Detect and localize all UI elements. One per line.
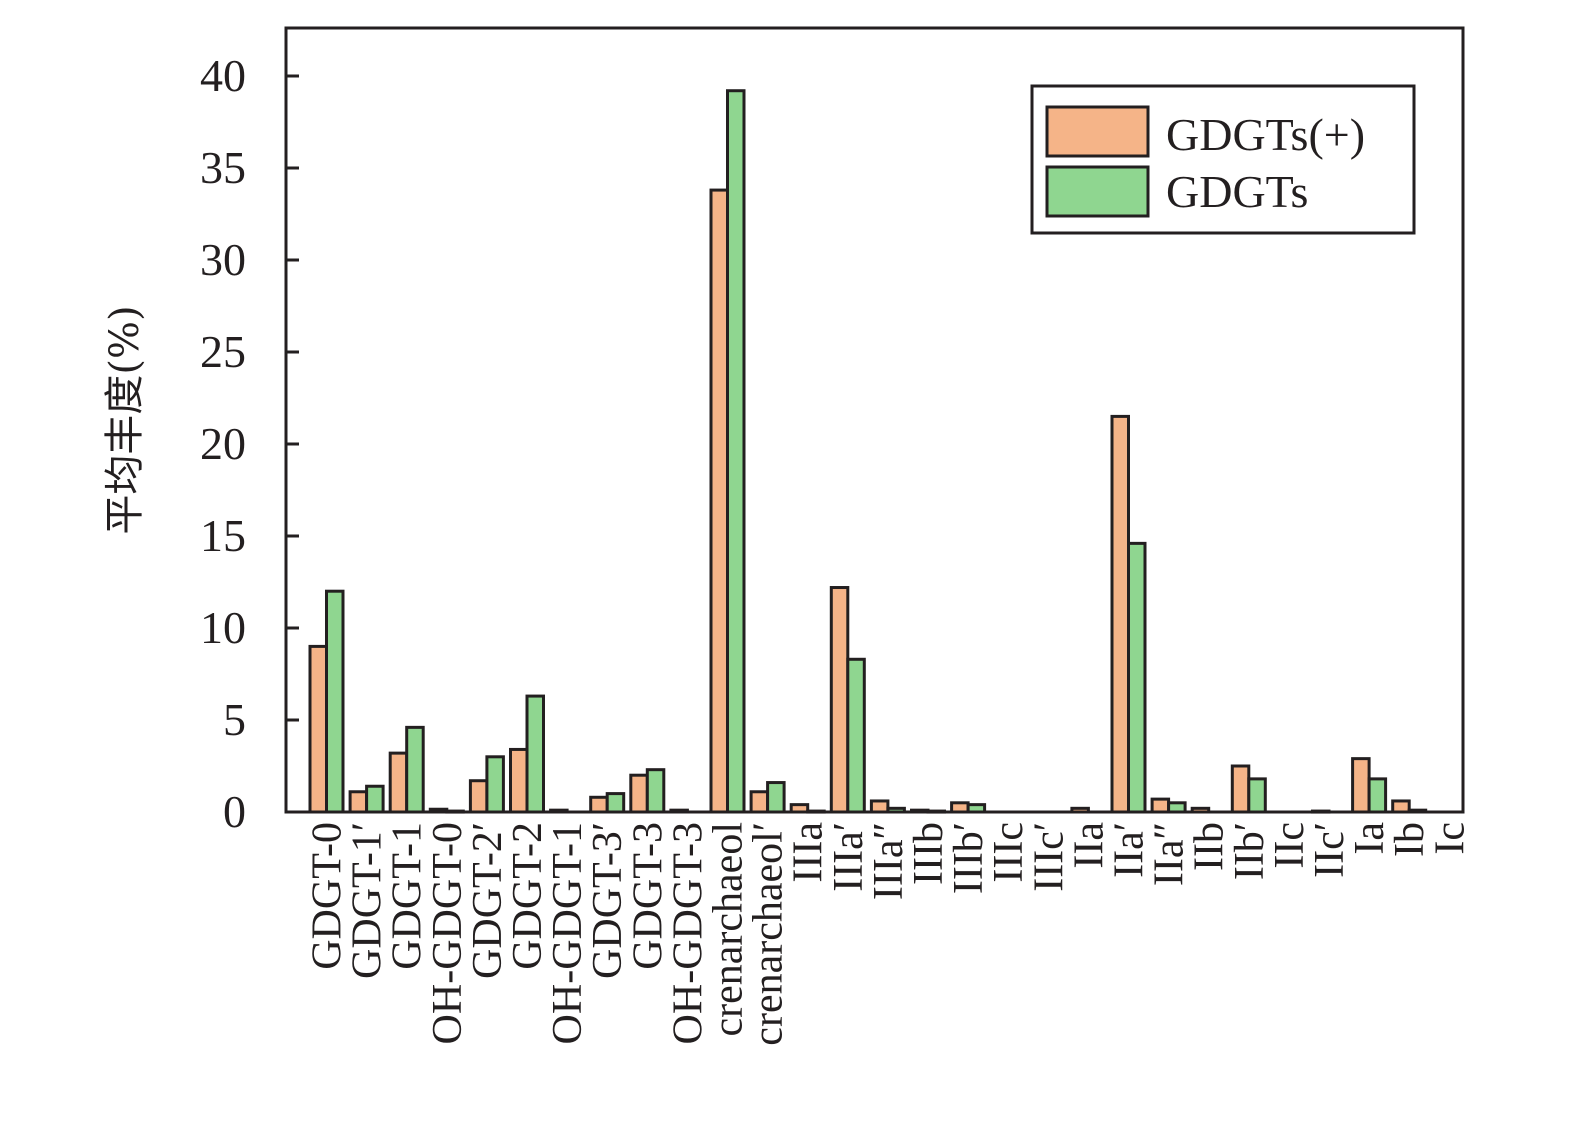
x-tick-label: OH-GDGT-3 [665, 822, 711, 1044]
bar-gdgts-plus [629, 773, 649, 814]
bar-gdgts [405, 725, 425, 814]
x-tick-label: IIc′ [1307, 822, 1353, 878]
x-tick-label: IIb [1187, 822, 1233, 871]
x-tick-label: GDGT-3 [625, 822, 671, 970]
bar-gdgts-plus [308, 644, 328, 814]
y-tick-label: 30 [200, 234, 246, 285]
bar-gdgts [365, 784, 385, 814]
bar-gdgts [726, 89, 746, 814]
y-tick-label: 20 [200, 418, 246, 469]
y-tick-label: 40 [200, 50, 246, 101]
x-tick-label: OH-GDGT-0 [425, 822, 471, 1044]
bar-gdgts-plus [1230, 764, 1251, 814]
bar-gdgts-plus [468, 779, 489, 814]
bar-gdgts [1127, 541, 1147, 814]
bar-gdgts-plus [869, 799, 890, 814]
x-tick-label: GDGT-2′ [465, 822, 511, 979]
x-tick-label: IIa″ [1147, 822, 1193, 886]
x-tick-label: IIIb′ [946, 822, 992, 894]
bar-gdgts [846, 657, 866, 814]
y-tick-label: 15 [200, 510, 246, 561]
legend-swatch-gdgts-plus [1045, 105, 1150, 158]
bars-layer [308, 89, 1428, 814]
y-axis: 0 5 10 15 20 25 30 35 40 [200, 50, 299, 837]
x-tick-label: OH-GDGT-1 [545, 822, 591, 1044]
legend-label-gdgts-plus: GDGTs(+) [1166, 109, 1365, 160]
bar-gdgts [525, 694, 545, 814]
x-tick-label: IIb′ [1227, 822, 1273, 880]
y-tick-label: 25 [200, 326, 246, 377]
x-tick-label: GDGT-3′ [585, 822, 631, 979]
x-tick-label: IIIa″ [866, 822, 912, 900]
x-tick-label: GDGT-2 [505, 822, 551, 970]
bar-gdgts [605, 792, 626, 814]
bar-gdgts [1367, 777, 1388, 814]
bar-gdgts-plus [388, 751, 409, 814]
bar-gdgts [1247, 777, 1267, 814]
x-tick-label: IIIc [986, 822, 1032, 883]
bar-gdgts [766, 781, 786, 814]
x-tick-label: Ic [1427, 822, 1473, 855]
bar-gdgts-plus [589, 795, 609, 814]
x-tick-label: IIIa [786, 822, 832, 883]
legend: GDGTs(+) GDGTs [1030, 84, 1416, 235]
bar-gdgts-plus [749, 790, 770, 814]
x-tick-label: IIIb [906, 822, 952, 885]
plot-frame [284, 26, 1465, 814]
bar-gdgts-plus [829, 586, 850, 814]
y-tick-label: 35 [200, 142, 246, 193]
x-tick-label: IIa [1066, 822, 1112, 869]
x-axis: GDGT-0GDGT-1′GDGT-1OH-GDGT-0GDGT-2′GDGT-… [305, 822, 1474, 1046]
bar-gdgts [325, 589, 345, 814]
bar-gdgts-plus [709, 188, 729, 814]
bar-gdgts-plus [1351, 757, 1371, 814]
x-tick-label: crenarchaeol′ [746, 822, 792, 1046]
x-tick-label: GDGT-1 [385, 822, 431, 970]
legend-label-gdgts: GDGTs [1166, 166, 1308, 217]
bar-gdgts-plus [1391, 799, 1411, 814]
bar-gdgts-plus [1110, 414, 1130, 814]
x-tick-label: GDGT-1′ [345, 822, 391, 979]
y-axis-label: 平均丰度(%) [102, 305, 148, 534]
x-tick-label: IIIc′ [1026, 822, 1072, 892]
x-tick-label: IIIa′ [826, 822, 872, 892]
x-tick-label: Ia [1347, 822, 1393, 855]
bar-gdgts-plus [1150, 797, 1171, 814]
bar-gdgts-plus [348, 790, 369, 814]
x-tick-label: IIa′ [1107, 822, 1153, 878]
x-tick-label: GDGT-0 [305, 822, 351, 970]
x-tick-label: Ib [1387, 822, 1433, 857]
bar-gdgts-plus [509, 747, 529, 814]
y-tick-label: 10 [200, 602, 246, 653]
legend-swatch-gdgts [1045, 165, 1150, 218]
y-tick-label: 5 [223, 694, 246, 745]
y-tick-label: 0 [223, 786, 246, 837]
x-tick-label: IIc [1267, 822, 1313, 869]
bar-gdgts [645, 768, 666, 814]
bar-gdgts [485, 755, 505, 814]
x-tick-label: crenarchaeol [706, 822, 752, 1037]
